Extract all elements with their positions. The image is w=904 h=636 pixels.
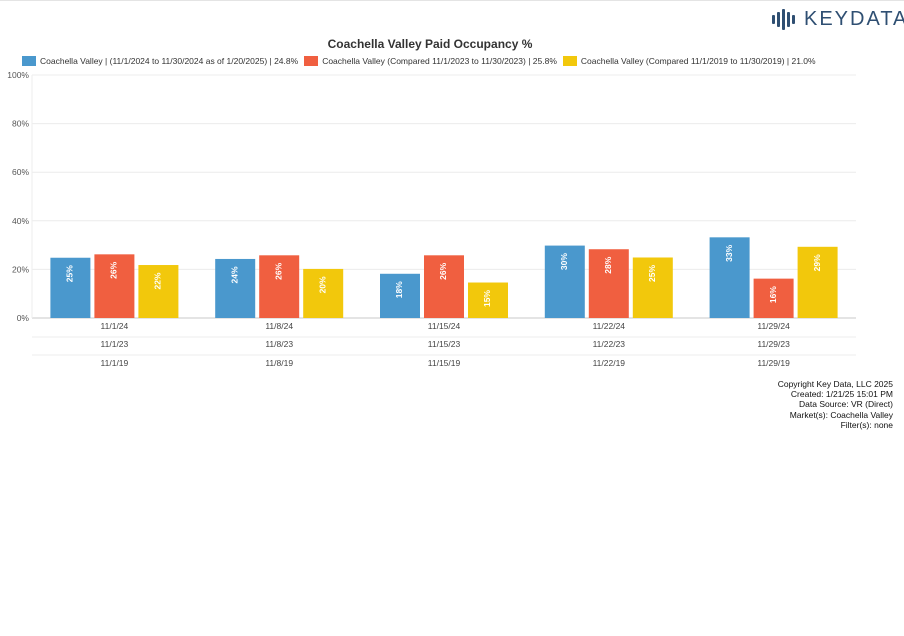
bar-s1-c3	[588, 249, 629, 318]
x-tick-label-row0-c3: 11/22/24	[593, 321, 626, 331]
x-tick-label-row2-c4: 11/29/19	[757, 358, 790, 368]
data-label-s2-c3: 25%	[647, 265, 657, 282]
bar-s1-c0	[94, 254, 135, 318]
bar-s2-c1	[303, 268, 344, 318]
legend-swatch-2023	[304, 56, 319, 66]
x-tick-label-row2-c1: 11/8/19	[265, 358, 293, 368]
bar-s0-c1	[215, 258, 256, 318]
keydata-logo: KEYDATA TM	[772, 8, 904, 31]
y-tick-label: 20%	[12, 264, 29, 274]
data-label-s0-c2: 18%	[394, 281, 404, 298]
x-tick-label-row1-c3: 11/22/23	[593, 339, 626, 349]
legend-swatch-2024	[22, 56, 36, 66]
y-tick-label: 80%	[12, 119, 29, 129]
x-tick-label-row1-c2: 11/15/23	[428, 339, 461, 349]
bar-s1-c1	[259, 255, 300, 318]
data-label-s1-c0: 26%	[109, 261, 119, 278]
chart-legend: Coachella Valley | (11/1/2024 to 11/30/2…	[22, 56, 822, 66]
data-label-s0-c0: 25%	[65, 265, 75, 282]
bar-s0-c4	[709, 237, 750, 318]
legend-label-2024: Coachella Valley | (11/1/2024 to 11/30/2…	[40, 56, 299, 66]
data-label-s1-c3: 28%	[603, 256, 613, 273]
data-label-s2-c2: 15%	[482, 290, 492, 307]
data-source-text: Data Source: VR (Direct)	[799, 399, 893, 410]
y-tick-label: 0%	[17, 313, 30, 323]
x-tick-label-row0-c0: 11/1/24	[101, 321, 129, 331]
bar-s1-c2	[424, 255, 464, 318]
legend-item-series-2024[interactable]: Coachella Valley | (11/1/2024 to 11/30/2…	[22, 56, 298, 66]
x-tick-label-row2-c2: 11/15/19	[428, 358, 461, 368]
data-label-s0-c3: 30%	[559, 253, 569, 270]
bar-s2-c4	[797, 246, 838, 318]
x-tick-label-row1-c1: 11/8/23	[265, 339, 293, 349]
x-tick-label-row1-c0: 11/1/23	[101, 339, 129, 349]
legend-item-series-2023[interactable]: Coachella Valley (Compared 11/1/2023 to …	[304, 56, 557, 66]
bar-s1-c4	[753, 278, 794, 318]
logo-text: KEYDATA	[804, 8, 904, 30]
filters-text: Filter(s): none	[840, 419, 893, 430]
legend-label-2023: Coachella Valley (Compared 11/1/2023 to …	[322, 56, 557, 66]
data-label-s2-c1: 20%	[317, 276, 327, 293]
x-tick-label-row0-c2: 11/15/24	[428, 321, 461, 331]
x-tick-label-row0-c4: 11/29/24	[757, 321, 790, 331]
data-label-s1-c2: 26%	[438, 262, 448, 279]
data-label-s2-c4: 29%	[812, 254, 822, 271]
y-tick-label: 60%	[12, 167, 29, 177]
top-border	[0, 0, 904, 1]
y-tick-label: 100%	[7, 70, 29, 80]
x-tick-label-row0-c1: 11/8/24	[265, 321, 293, 331]
logo-bars-icon	[772, 9, 797, 30]
x-tick-label-row1-c4: 11/29/23	[757, 339, 790, 349]
copyright-text: Copyright Key Data, LLC 2025	[777, 379, 893, 389]
data-label-s0-c4: 33%	[724, 244, 734, 261]
bar-chart-plot: 0% 20% 40% 60% 80% 100% 25% 24% 18% 30% 33% 26% 26% 2…	[7, 70, 856, 368]
bar-s2-c3	[632, 257, 673, 318]
bar-s0-c0	[50, 257, 91, 318]
created-text: Created: 1/21/25 15:01 PM	[790, 389, 893, 400]
bar-s2-c0	[138, 265, 179, 318]
legend-item-series-2019[interactable]: Coachella Valley (Compared 11/1/2019 to …	[562, 56, 816, 66]
report-footer: Copyright Key Data, LLC 2025 Created: 1/…	[778, 379, 893, 430]
bar-s2-c2	[468, 282, 508, 318]
data-label-s1-c4: 16%	[768, 286, 778, 303]
data-label-s2-c0: 22%	[153, 272, 163, 289]
markets-text: Market(s): Coachella Valley	[789, 409, 893, 420]
chart-title: Coachella Valley Paid Occupancy %	[327, 37, 533, 51]
bar-s0-c3	[544, 245, 585, 318]
x-tick-label-row2-c0: 11/1/19	[101, 358, 129, 368]
legend-swatch-2019	[562, 56, 577, 66]
legend-label-2019: Coachella Valley (Compared 11/1/2019 to …	[580, 56, 816, 66]
data-label-s1-c1: 26%	[273, 262, 283, 279]
y-tick-label: 40%	[12, 216, 29, 226]
x-tick-label-row2-c3: 11/22/19	[593, 358, 626, 368]
data-label-s0-c1: 24%	[229, 266, 239, 283]
bar-s0-c2	[380, 273, 420, 318]
